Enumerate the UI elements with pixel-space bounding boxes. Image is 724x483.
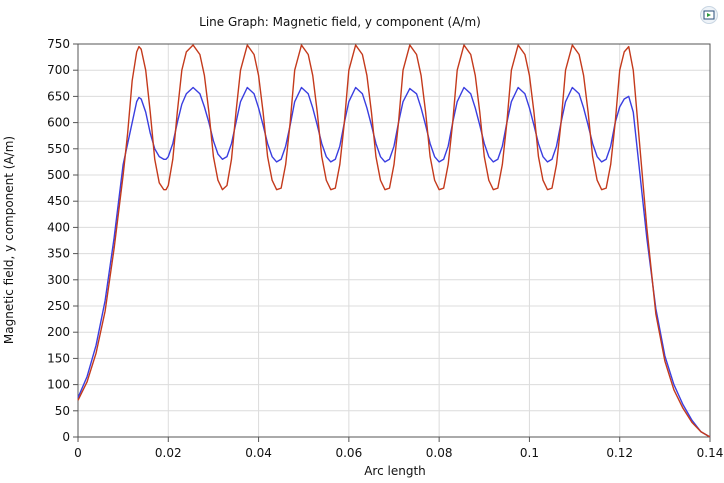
y-tick-label: 100 bbox=[47, 378, 70, 392]
x-tick-label: 0.04 bbox=[245, 446, 272, 460]
y-tick-label: 750 bbox=[47, 37, 70, 51]
chart-title: Line Graph: Magnetic field, y component … bbox=[199, 15, 481, 29]
zoom-extents-button[interactable] bbox=[700, 6, 718, 24]
series-line-2 bbox=[77, 44, 711, 438]
x-tick-label: 0.08 bbox=[426, 446, 453, 460]
x-axis-label: Arc length bbox=[364, 464, 426, 478]
y-axis-label: Magnetic field, y component (A/m) bbox=[2, 136, 16, 344]
x-tick-label: 0.12 bbox=[606, 446, 633, 460]
series-layer bbox=[77, 44, 711, 438]
y-tick-label: 200 bbox=[47, 325, 70, 339]
y-tick-label: 150 bbox=[47, 351, 70, 365]
y-tick-label: 0 bbox=[62, 430, 70, 444]
y-tick-label: 650 bbox=[47, 89, 70, 103]
y-axis-ticks: 0 50 100 150 200 250 300 350 400 450 500 550 600 650 7… bbox=[47, 37, 78, 444]
grid bbox=[77, 43, 711, 438]
x-tick-label: 0.1 bbox=[520, 446, 539, 460]
y-tick-label: 450 bbox=[47, 194, 70, 208]
y-tick-label: 400 bbox=[47, 220, 70, 234]
x-tick-label: 0 bbox=[74, 446, 82, 460]
y-tick-label: 350 bbox=[47, 247, 70, 261]
x-tick-label: 0.14 bbox=[697, 446, 724, 460]
y-tick-label: 500 bbox=[47, 168, 70, 182]
y-tick-label: 50 bbox=[55, 404, 70, 418]
y-tick-label: 600 bbox=[47, 116, 70, 130]
x-tick-label: 0.06 bbox=[335, 446, 362, 460]
plot-frame bbox=[77, 43, 711, 438]
x-tick-label: 0.02 bbox=[155, 446, 182, 460]
y-tick-label: 700 bbox=[47, 63, 70, 77]
y-tick-label: 550 bbox=[47, 142, 70, 156]
zoom-extents-icon bbox=[703, 10, 715, 20]
series-line-1 bbox=[77, 86, 711, 438]
y-tick-label: 300 bbox=[47, 273, 70, 287]
y-tick-label: 250 bbox=[47, 299, 70, 313]
x-axis-ticks: 0 0.02 0.04 0.06 0.08 0.1 0.12 0.14 bbox=[74, 437, 723, 460]
